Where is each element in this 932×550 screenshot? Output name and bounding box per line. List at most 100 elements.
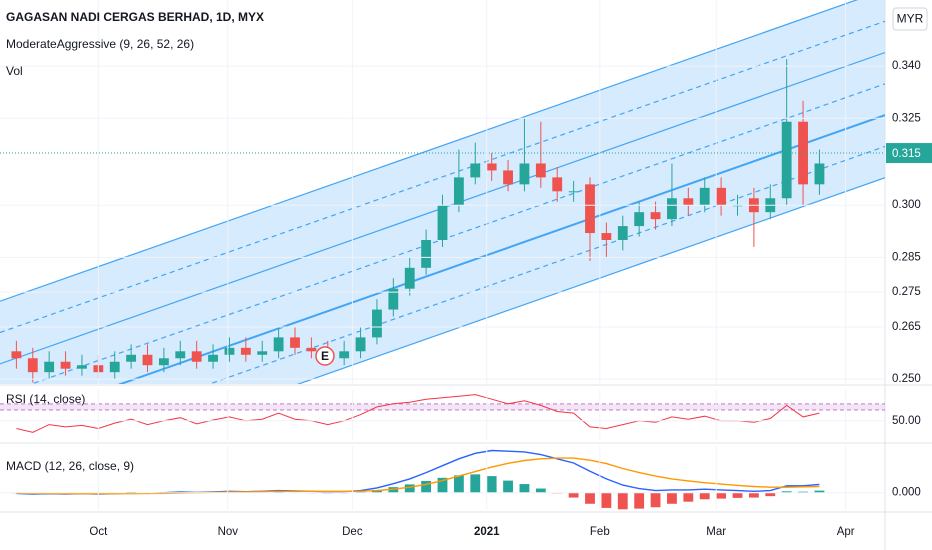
earnings-badge[interactable] — [315, 346, 335, 366]
candle-body — [568, 191, 579, 193]
candle-body — [486, 163, 497, 171]
candle-body — [699, 187, 710, 206]
macd-histogram-bar — [437, 477, 448, 493]
candle-body — [814, 163, 825, 185]
candle-body — [601, 233, 612, 240]
candle-body — [552, 177, 563, 192]
candle-body — [273, 337, 284, 352]
macd-histogram-bar — [503, 480, 513, 493]
macd-histogram-bar — [798, 491, 808, 493]
x-tick-label: Oct — [89, 526, 108, 538]
earnings-marker[interactable]: E — [321, 349, 329, 363]
symbol-title: GAGASAN NADI CERGAS BERHAD, 1D, MYX — [6, 10, 264, 24]
x-tick-label: Feb — [590, 526, 610, 538]
candle-body — [470, 163, 481, 178]
candle-body — [27, 358, 38, 373]
candle-body — [617, 226, 628, 240]
candle-body — [650, 212, 661, 220]
candle-body — [355, 337, 366, 352]
y-tick-label: 0.000 — [892, 487, 921, 499]
y-tick-label: 0.300 — [892, 199, 921, 211]
indicator-title: ModerateAggressive (9, 26, 52, 26) — [6, 37, 194, 51]
macd-histogram-bar — [650, 492, 661, 508]
candle-body — [290, 337, 300, 348]
macd-histogram-bar — [470, 474, 481, 493]
candle-body — [683, 198, 694, 206]
channel-line — [0, 20, 885, 334]
candle-body — [667, 198, 677, 220]
candle-body — [142, 354, 153, 366]
candle-body — [781, 121, 792, 199]
candle-body — [535, 163, 546, 178]
macd-histogram-bar — [372, 489, 382, 493]
y-tick-label: 50.00 — [892, 415, 921, 427]
candle-body — [585, 184, 595, 234]
candle-body — [372, 309, 382, 338]
x-tick-label: Mar — [706, 526, 726, 538]
volume-title: Vol — [6, 64, 23, 78]
macd-histogram-bar — [601, 492, 612, 508]
macd-histogram-bar — [814, 490, 825, 493]
candle-body — [240, 347, 251, 355]
macd-histogram-bar — [699, 492, 710, 500]
macd-histogram-bar — [748, 492, 759, 498]
candle-body — [191, 351, 202, 362]
candle-body — [716, 187, 727, 206]
rsi-pane — [0, 394, 885, 433]
macd-histogram-bar — [404, 484, 415, 493]
candle-body — [306, 347, 317, 352]
candle-body — [339, 351, 350, 359]
candle-body — [257, 351, 268, 355]
currency-box[interactable] — [892, 7, 928, 31]
y-tick-label: 0.265 — [892, 321, 921, 333]
macd-histogram-bar — [568, 492, 579, 498]
macd-histogram-bar — [486, 476, 497, 493]
channel-line — [207, 145, 885, 384]
candle-body — [158, 358, 169, 366]
labels: GAGASAN NADI CERGAS BERHAD, 1D, MYX Mode… — [6, 7, 928, 366]
candle-body — [11, 351, 22, 359]
rsi-line — [16, 394, 820, 433]
candle-body — [503, 170, 513, 185]
macd-pane — [11, 449, 825, 510]
candle-body — [175, 351, 186, 359]
y-tick-label: 0.285 — [892, 251, 921, 263]
candle-body — [224, 347, 235, 355]
candle-body — [798, 121, 808, 185]
channel-line — [296, 177, 885, 384]
candle-body — [208, 354, 218, 362]
macd-histogram-bar — [388, 487, 399, 493]
candle-body — [109, 361, 120, 373]
channel-line — [117, 114, 885, 384]
candle-body — [519, 163, 530, 185]
macd-histogram-bar — [765, 492, 776, 497]
macd-histogram-bar — [535, 488, 546, 493]
candle-body — [60, 361, 71, 369]
macd-histogram-bar — [617, 492, 628, 510]
y-tick-label: 0.325 — [892, 112, 921, 124]
candle-body — [421, 240, 432, 268]
x-tick-label: Apr — [837, 526, 855, 538]
candle-body — [437, 205, 448, 240]
macd-histogram-bar — [732, 492, 743, 498]
candle-body — [44, 361, 55, 373]
currency[interactable]: MYR — [897, 12, 924, 26]
x-tick-label: Nov — [218, 526, 239, 538]
x-tick-label: 2021 — [474, 526, 500, 538]
candle-body — [388, 288, 399, 310]
macd-line — [16, 457, 820, 495]
y-tick-label: 0.275 — [892, 286, 921, 298]
macd-histogram-bar — [421, 480, 432, 493]
macd-histogram-bar — [667, 492, 677, 504]
candle-body — [634, 212, 645, 227]
macd-histogram-bar — [585, 492, 595, 504]
macd-histogram-bar — [683, 492, 694, 502]
macd-histogram-bar — [519, 484, 530, 493]
channel-band — [0, 0, 885, 384]
y-tick-label: 0.250 — [892, 373, 921, 385]
current-price-label: 0.315 — [892, 148, 921, 160]
candle-body — [453, 177, 464, 206]
candle-body — [404, 267, 415, 289]
candle-body — [126, 354, 137, 362]
